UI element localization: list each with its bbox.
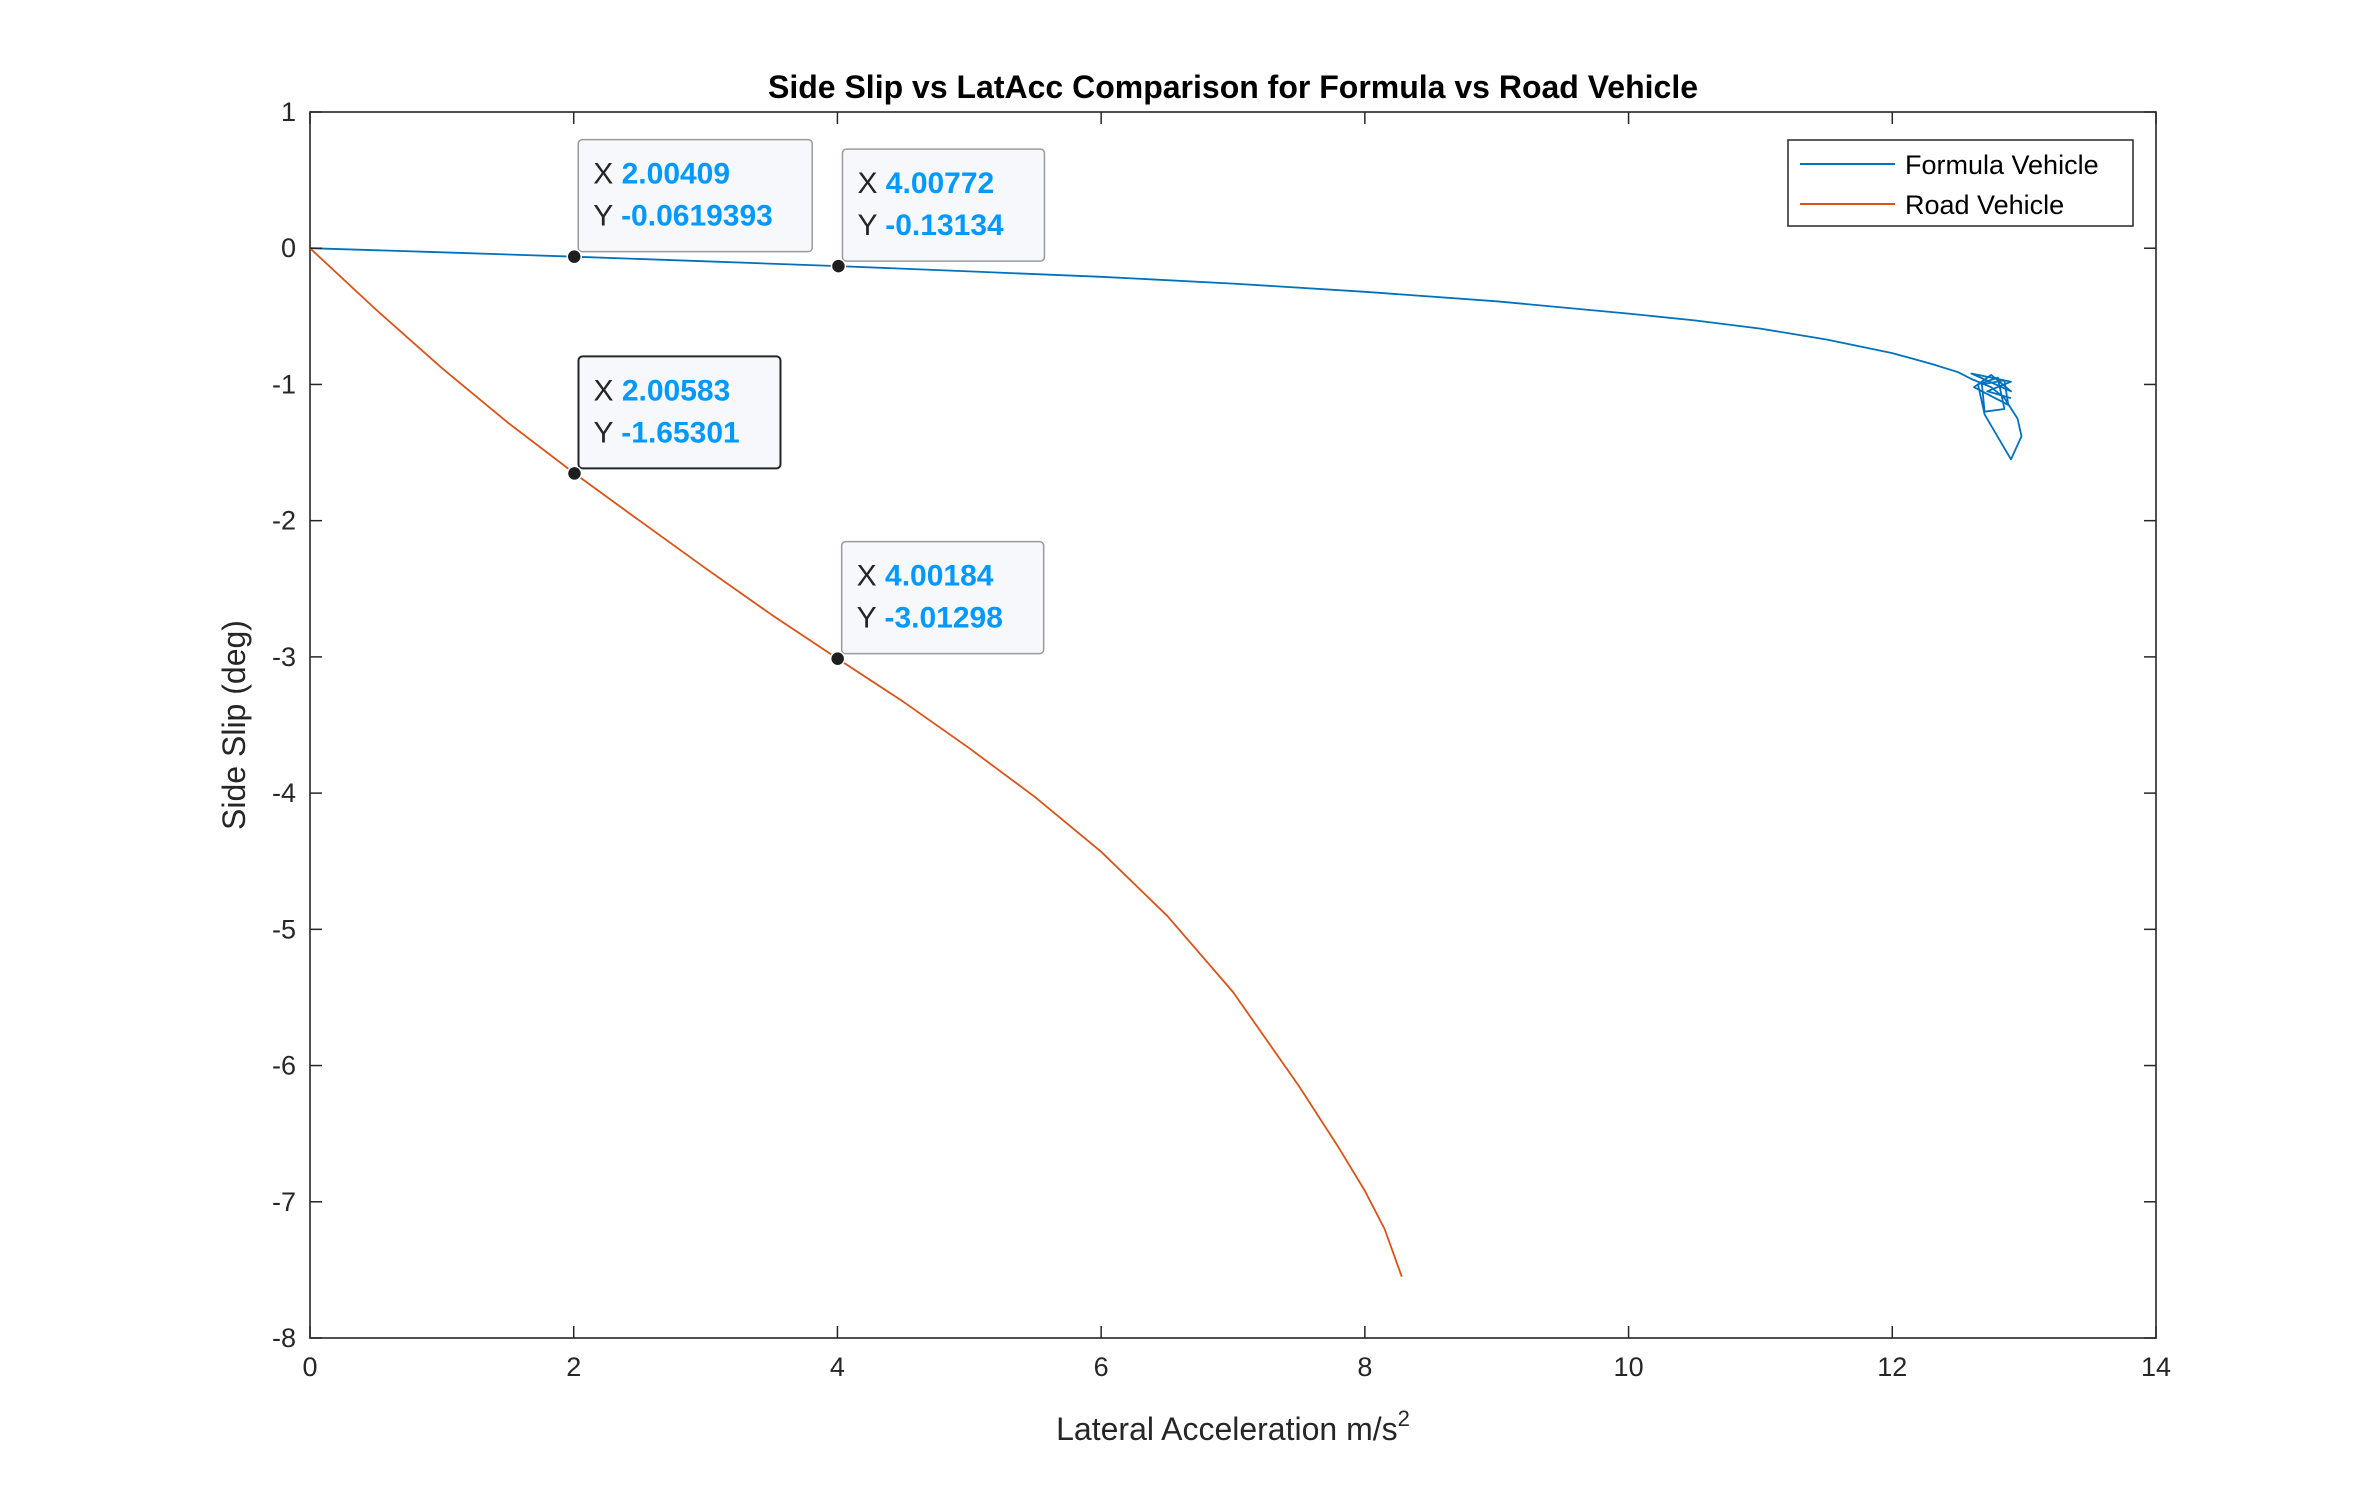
datatip-x-value: 4.00184 xyxy=(885,560,994,593)
x-tick-label: 14 xyxy=(2141,1352,2171,1382)
datatip-y-key: Y xyxy=(857,209,885,242)
legend-entry-road-vehicle: Road Vehicle xyxy=(1905,190,2064,220)
datatip-y-key: Y xyxy=(857,602,885,635)
x-axis-label: Lateral Acceleration m/s2 xyxy=(1056,1406,1410,1447)
datatip-box xyxy=(841,148,1046,262)
y-tick-label: -6 xyxy=(272,1051,296,1081)
x-tick-label: 6 xyxy=(1094,1352,1109,1382)
y-tick-label: -7 xyxy=(272,1187,296,1217)
datatip-box xyxy=(840,540,1045,655)
chart-title: Side Slip vs LatAcc Comparison for Formu… xyxy=(768,69,1698,105)
y-tick-label: -8 xyxy=(272,1323,296,1353)
x-tick-label: 0 xyxy=(302,1352,317,1382)
datatip-y-key: Y xyxy=(593,416,621,449)
x-tick-label: 4 xyxy=(830,1352,845,1382)
datatip-x-key: X xyxy=(857,167,885,200)
datatip-y-row: Y -1.65301 xyxy=(593,416,739,449)
datatip-x-value: 2.00583 xyxy=(622,374,730,407)
datatip-x-key: X xyxy=(857,560,885,593)
datatip-y-value: -3.01298 xyxy=(884,602,1002,635)
datatip-x-row: X 4.00184 xyxy=(857,560,994,593)
y-tick-label: -5 xyxy=(272,914,296,944)
datatip-x-row: X 2.00583 xyxy=(593,374,730,407)
datatip-marker[interactable] xyxy=(829,650,846,667)
datatip-marker[interactable] xyxy=(566,248,583,265)
series-line-formula-vehicle xyxy=(309,247,2023,461)
plot-area xyxy=(309,111,2157,1339)
x-tick-label: 8 xyxy=(1357,1352,1372,1382)
y-tick-label: 0 xyxy=(281,233,296,263)
series-layer xyxy=(309,247,2023,1278)
legend: Formula Vehicle Road Vehicle xyxy=(1787,139,2134,227)
datatip-x-row: X 2.00409 xyxy=(593,158,730,191)
datatip-y-value: -0.0619393 xyxy=(621,200,773,233)
datatip-marker[interactable] xyxy=(566,465,583,482)
y-axis-label: Side Slip (deg) xyxy=(216,620,252,830)
x-tick-label: 10 xyxy=(1614,1352,1644,1382)
datatip-marker[interactable] xyxy=(830,258,847,274)
x-axis-label-superscript: 2 xyxy=(1398,1406,1410,1431)
x-axis-label-text: Lateral Acceleration m/s xyxy=(1056,1411,1398,1447)
y-tick-label: -1 xyxy=(272,369,296,399)
datatip-y-row: Y -0.0619393 xyxy=(593,200,773,233)
datatip-y-value: -0.13134 xyxy=(885,209,1004,242)
datatip-x-value: 4.00772 xyxy=(886,167,994,200)
datatip-y-row: Y -3.01298 xyxy=(857,602,1003,635)
datatip-x-value: 2.00409 xyxy=(622,158,730,191)
datatip-box xyxy=(577,355,782,470)
y-tick-label: -4 xyxy=(272,778,296,808)
datatip-y-key: Y xyxy=(593,200,621,233)
x-tick-label: 12 xyxy=(1877,1352,1907,1382)
datatip-x-key: X xyxy=(593,158,621,191)
datatip-box xyxy=(577,138,814,253)
legend-box xyxy=(1787,139,2134,227)
series-line-road-vehicle xyxy=(309,247,1403,1278)
datatip-x-row: X 4.00772 xyxy=(857,167,994,200)
datatip-y-row: Y -0.13134 xyxy=(857,209,1004,242)
datatip-x-key: X xyxy=(593,374,621,407)
legend-entry-formula-vehicle: Formula Vehicle xyxy=(1905,150,2099,180)
x-tick-label: 2 xyxy=(566,1352,581,1382)
y-tick-label: 1 xyxy=(281,97,296,127)
y-tick-label: -3 xyxy=(272,642,296,672)
y-tick-label: -2 xyxy=(272,506,296,536)
datatip-y-value: -1.65301 xyxy=(621,416,739,449)
